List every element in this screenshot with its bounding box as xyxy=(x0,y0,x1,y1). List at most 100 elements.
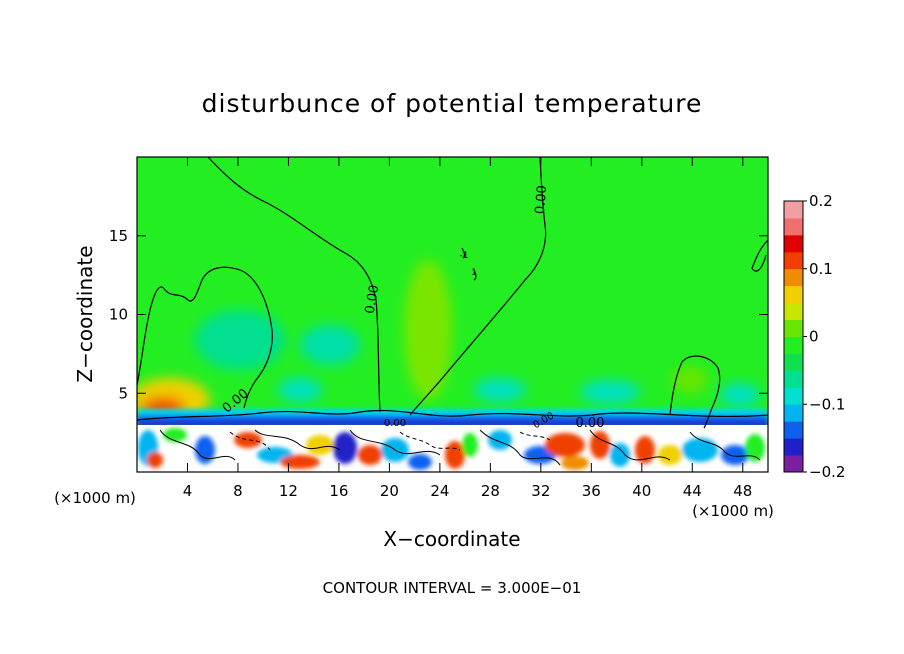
y-tick-label: 15 xyxy=(109,227,128,245)
colorbar-band xyxy=(784,234,803,253)
colorbar-ticks: 0.2 0.1 0 −0.1 −0.2 xyxy=(803,192,845,481)
eddy-14 xyxy=(462,433,478,457)
colorbar-band xyxy=(784,421,803,439)
colorbar xyxy=(784,201,803,473)
eddy-4 xyxy=(195,436,215,464)
cool-blob-2 xyxy=(300,325,360,365)
x-unit-right: (×1000 m) xyxy=(692,502,774,520)
contour-label-8: 1 xyxy=(471,268,477,278)
eddy-13 xyxy=(445,441,465,469)
colorbar-tick-label: −0.1 xyxy=(809,395,845,413)
x-tick-label: 48 xyxy=(733,482,752,500)
colorbar-band xyxy=(784,268,803,287)
x-tick-label: 20 xyxy=(380,482,399,500)
eddy-24 xyxy=(721,445,749,465)
colorbar-band xyxy=(784,387,803,405)
y-tick-label: 5 xyxy=(118,384,128,402)
x-unit-left: (×1000 m) xyxy=(54,489,136,507)
contour-label-5: 0.00 xyxy=(384,418,406,429)
small-contour-1 xyxy=(461,247,466,259)
cool-blob-3 xyxy=(278,378,322,402)
cool-blob-4 xyxy=(474,378,526,402)
colorbar-band xyxy=(784,438,803,456)
zero-contour-west xyxy=(137,266,273,409)
eddy-15 xyxy=(488,430,512,450)
colorbar-tick-label: −0.2 xyxy=(809,463,845,481)
x-tick-label: 40 xyxy=(632,482,651,500)
contour-interval-note: CONTOUR INTERVAL = 3.000E−01 xyxy=(323,579,582,597)
eddy-23 xyxy=(682,438,718,462)
cold-layer-top xyxy=(137,409,768,417)
y-axis: 5 10 15 xyxy=(109,227,768,402)
colorbar-band xyxy=(784,455,803,473)
eddy-7 xyxy=(280,455,320,469)
colorbar-band xyxy=(784,319,803,337)
colorbar-band xyxy=(784,251,803,270)
colorbar-band xyxy=(784,336,803,354)
x-tick-label: 32 xyxy=(531,482,550,500)
lower-contour-1 xyxy=(159,429,236,461)
x-tick-label: 8 xyxy=(233,482,243,500)
eddy-21 xyxy=(635,436,655,464)
contour-label-1: 0.00 xyxy=(533,185,550,215)
lower-contour-4 xyxy=(479,429,561,466)
zero-contour-edge xyxy=(751,239,768,272)
lower-contour-6 xyxy=(689,431,761,461)
contour-label-2: 0.00 xyxy=(363,284,383,315)
colorbar-band xyxy=(784,353,803,371)
zero-contour-diagonal xyxy=(207,157,381,413)
turbulent-lower-layer xyxy=(137,425,768,472)
x-axis: 4 8 12 16 20 24 28 32 36 40 44 48 xyxy=(183,157,752,500)
colorbar-band xyxy=(784,217,803,236)
zero-contour-layer-top xyxy=(137,409,768,421)
lower-contour-5 xyxy=(589,429,671,461)
eddy-20 xyxy=(610,443,630,467)
contours xyxy=(137,157,768,429)
lower-contour-3 xyxy=(349,429,441,456)
small-contour-2 xyxy=(473,269,477,281)
eddy-9 xyxy=(333,432,357,464)
plot-area: 0.00 0.00 0.00 0.00 0.00 0.00 -1 1 xyxy=(137,157,768,472)
eddy-22 xyxy=(658,445,682,465)
warm-blob-east xyxy=(672,366,708,394)
x-tick-label: 28 xyxy=(481,482,500,500)
contour-label-7: -1 xyxy=(460,251,469,261)
cold-layer xyxy=(137,409,768,427)
x-tick-label: 12 xyxy=(279,482,298,500)
colorbar-band xyxy=(784,201,803,219)
lower-contour-7 xyxy=(229,431,271,451)
lower-contour-9 xyxy=(519,431,551,441)
colorbar-tick-label: 0.1 xyxy=(809,260,833,278)
colorbar-tick-label: 0 xyxy=(809,328,819,346)
x-tick-label: 24 xyxy=(430,482,449,500)
eddy-19 xyxy=(590,431,610,459)
cool-blob-1 xyxy=(195,310,285,370)
lower-contour-8 xyxy=(399,431,461,451)
eddy-5 xyxy=(234,432,262,448)
eddy-8 xyxy=(306,435,334,455)
zero-contour-north xyxy=(409,157,547,416)
x-axis-label: X−coordinate xyxy=(383,527,520,551)
x-tick-label: 36 xyxy=(582,482,601,500)
eddy-3 xyxy=(163,428,187,442)
eddy-17 xyxy=(545,433,585,457)
colorbar-band xyxy=(784,285,803,304)
cold-layer-base xyxy=(137,421,768,427)
chart-title: disturbunce of potential temperature xyxy=(202,89,703,118)
colorbar-band xyxy=(784,370,803,388)
cool-blob-6 xyxy=(720,383,760,407)
eddy-25 xyxy=(745,434,765,462)
colorbar-band xyxy=(784,302,803,321)
lower-contour-2 xyxy=(254,429,341,451)
y-tick-label: 10 xyxy=(109,306,128,324)
colorbar-tick-label: 0.2 xyxy=(809,192,833,210)
x-tick-label: 4 xyxy=(183,482,193,500)
warm-plume xyxy=(404,260,452,400)
eddy-12 xyxy=(408,454,432,470)
x-tick-label: 16 xyxy=(329,482,348,500)
cool-blob-5 xyxy=(580,380,640,404)
y-axis-label: Z−coordinate xyxy=(73,245,97,382)
cold-layer-mid xyxy=(137,415,768,423)
x-tick-label: 44 xyxy=(683,482,702,500)
contour-label-4: 0.00 xyxy=(576,416,605,431)
